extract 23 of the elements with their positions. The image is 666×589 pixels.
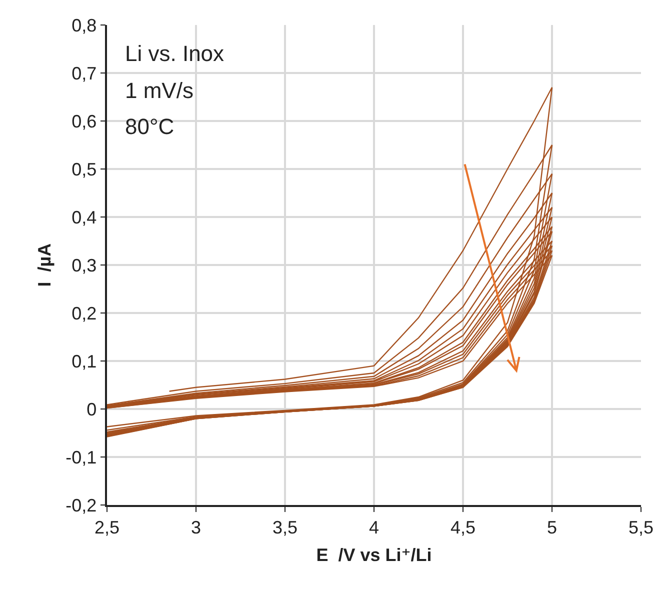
x-tick-label: 5,5 [628,517,654,538]
y-tick-label: 0,8 [72,15,97,36]
annotation: 80°C [125,114,174,139]
x-tick-label: 2,5 [94,517,120,538]
x-tick-label: 5 [546,517,558,538]
y-tick-label: -0,2 [66,495,97,516]
y-tick-label: 0,6 [72,111,97,132]
x-tick-label: 3,5 [272,517,298,538]
x-tick-label: 4,5 [450,517,476,538]
x-tick-label: 3 [190,517,202,538]
x-axis-title: E /V vs Li⁺/Li [316,544,432,565]
y-tick-label: 0,5 [72,159,97,180]
y-tick-label: 0,7 [72,63,97,84]
annotation: 1 mV/s [125,78,194,103]
y-tick-label: 0 [86,399,97,420]
y-axis-title: I /µA [34,243,54,287]
x-tick-label: 4 [368,517,380,538]
y-tick-label: 0,1 [72,351,97,372]
y-tick-label: 0,2 [72,303,97,324]
annotation: Li vs. Inox [125,41,224,66]
y-tick-label: 0,3 [72,255,97,276]
y-tick-label: 0,4 [72,207,97,228]
y-tick-label: -0,1 [66,447,97,468]
